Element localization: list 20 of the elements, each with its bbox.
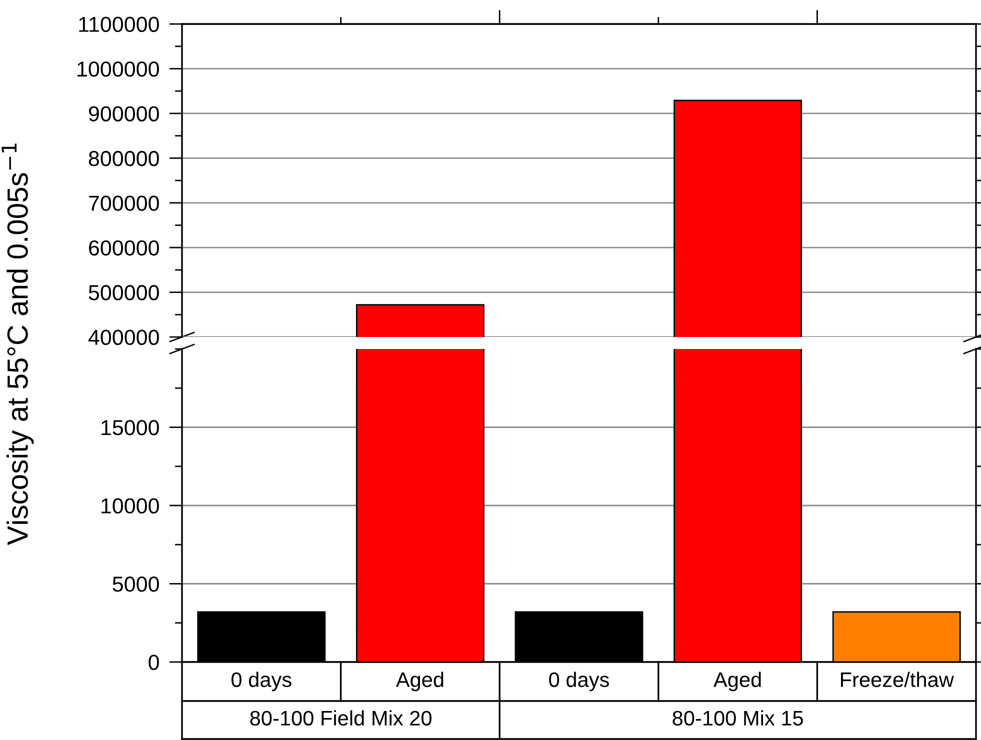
y-tick-label: 15000 (102, 420, 159, 436)
y-axis-title: Viscosity at 55°C and 0.005s$^{−1}$ (2, 144, 34, 546)
x-tick-label: Aged (396, 672, 444, 692)
y-tick-label: 1000000 (78, 61, 159, 77)
x-tick-label: 0 days (232, 672, 292, 692)
x-tick-label: 0 days (549, 672, 609, 692)
y-tick-label: 5000 (112, 576, 159, 592)
text: 80-100 Field Mix 20 (250, 710, 432, 726)
text: 80-100 Mix 15 (672, 710, 803, 726)
y-tick-label: 700000 (89, 196, 159, 211)
y-tick-label: 1100000 (79, 16, 159, 32)
y-tick-label: 900000 (88, 106, 159, 122)
y-tick-label: 500000 (88, 285, 159, 300)
y-tick-label: 600000 (89, 240, 159, 256)
y-tick-label: 10000 (102, 498, 159, 514)
y-tick-label: 800000 (88, 150, 159, 166)
y-tick-label: 400000 (88, 330, 159, 346)
y-tick-label: 0 (148, 654, 159, 670)
x-tick-label: Aged (714, 672, 761, 692)
x-tick-label: Freeze/thaw (840, 672, 954, 688)
